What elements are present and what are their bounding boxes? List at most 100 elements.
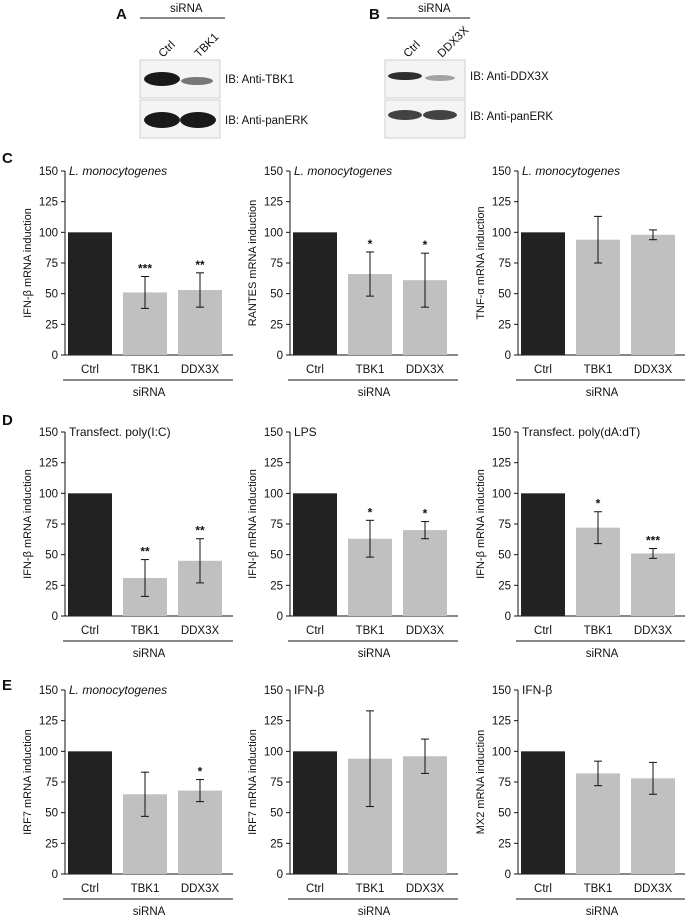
y-tick-label: 75 — [45, 777, 58, 789]
group-label: siRNA — [358, 387, 391, 399]
category-label: Ctrl — [81, 364, 99, 376]
blot-a-header: siRNA — [170, 3, 203, 15]
y-tick-label: 50 — [498, 808, 511, 820]
y-tick-label: 25 — [45, 838, 58, 850]
y-tick-label: 150 — [264, 427, 283, 439]
group-label: siRNA — [133, 387, 166, 399]
group-label: siRNA — [133, 906, 166, 916]
y-tick-label: 25 — [498, 580, 511, 592]
y-tick-label: 75 — [45, 519, 58, 531]
significance-mark: ** — [140, 545, 150, 559]
y-tick-label: 25 — [270, 580, 283, 592]
y-tick-label: 100 — [264, 488, 283, 500]
y-tick-label: 125 — [492, 716, 511, 728]
y-tick-label: 0 — [52, 869, 58, 881]
y-tick-label: 0 — [277, 350, 283, 362]
y-tick-label: 75 — [270, 777, 283, 789]
y-tick-label: 100 — [264, 227, 283, 239]
blot-a-row-2-label: IB: Anti-panERK — [225, 115, 308, 127]
y-tick-label: 75 — [270, 258, 283, 270]
y-tick-label: 125 — [264, 716, 283, 728]
y-axis-label: TNF-α mRNA induction — [475, 206, 487, 319]
blot-a-row-1-label: IB: Anti-TBK1 — [225, 74, 294, 86]
y-tick-label: 100 — [39, 488, 58, 500]
category-label: DDX3X — [181, 364, 220, 376]
bar-ddx3x — [403, 756, 447, 874]
y-tick-label: 75 — [45, 258, 58, 270]
y-tick-label: 125 — [39, 197, 58, 209]
category-label: DDX3X — [406, 625, 445, 637]
bar-ctrl — [68, 232, 112, 355]
group-label: siRNA — [586, 387, 619, 399]
chart-title: IFN-β — [294, 683, 324, 697]
chart-1: 0 25 50 75 100 125 150 IFN-β mRNA induction L. m… — [22, 164, 233, 399]
western-blots: A siRNA Ctrl TBK1 IB: Anti-TBK1 IB: Anti… — [116, 3, 553, 139]
y-tick-label: 25 — [498, 838, 511, 850]
panel-label-d: D — [2, 412, 13, 429]
category-label: DDX3X — [406, 364, 445, 376]
y-tick-label: 150 — [39, 166, 58, 178]
significance-mark: *** — [138, 261, 152, 275]
category-label: Ctrl — [81, 883, 99, 895]
blot-b-band — [425, 75, 455, 81]
y-tick-label: 150 — [264, 685, 283, 697]
category-label: Ctrl — [306, 883, 324, 895]
blot-a-band — [144, 112, 180, 128]
y-tick-label: 150 — [39, 685, 58, 697]
blot-a-band — [181, 77, 213, 85]
bar-ctrl — [293, 751, 337, 874]
significance-mark: * — [368, 237, 373, 251]
y-tick-label: 125 — [492, 197, 511, 209]
y-tick-label: 125 — [39, 458, 58, 470]
y-tick-label: 50 — [45, 289, 58, 301]
bar-ctrl — [68, 751, 112, 874]
y-tick-label: 150 — [492, 166, 511, 178]
significance-mark: * — [423, 507, 428, 521]
y-tick-label: 125 — [264, 197, 283, 209]
significance-mark: ** — [195, 524, 205, 538]
blot-b-band — [388, 110, 422, 120]
significance-mark: ** — [195, 258, 205, 272]
blot-b-band — [423, 110, 457, 120]
y-axis-label: IFN-β mRNA induction — [247, 469, 259, 579]
panel-label-b: B — [369, 6, 380, 23]
y-tick-label: 0 — [505, 350, 511, 362]
chart-title: IFN-β — [522, 683, 552, 697]
bar-charts: 0 25 50 75 100 125 150 IFN-β mRNA induction L. m… — [22, 164, 685, 916]
category-label: DDX3X — [634, 625, 673, 637]
y-tick-label: 50 — [45, 808, 58, 820]
category-label: TBK1 — [356, 883, 385, 895]
blot-a-lane-tbk1: TBK1 — [193, 31, 222, 60]
y-axis-label: IFN-β mRNA induction — [22, 208, 34, 318]
bar-ctrl — [521, 751, 565, 874]
bar-ddx3x — [631, 234, 675, 355]
y-tick-label: 25 — [45, 319, 58, 331]
chart-7: 0 25 50 75 100 125 150 IRF7 mRNA induction L. mo… — [22, 683, 233, 916]
bar-ctrl — [521, 232, 565, 355]
category-label: DDX3X — [406, 883, 445, 895]
row-labels: C D E — [2, 150, 13, 694]
category-label: Ctrl — [81, 625, 99, 637]
y-tick-label: 50 — [270, 550, 283, 562]
category-label: DDX3X — [634, 364, 673, 376]
group-label: siRNA — [358, 906, 391, 916]
group-label: siRNA — [133, 648, 166, 660]
significance-mark: * — [198, 765, 203, 779]
y-tick-label: 75 — [498, 258, 511, 270]
y-tick-label: 100 — [39, 227, 58, 239]
y-tick-label: 100 — [492, 227, 511, 239]
blot-b-row-2-label: IB: Anti-panERK — [470, 111, 553, 123]
y-tick-label: 125 — [492, 458, 511, 470]
y-tick-label: 50 — [270, 808, 283, 820]
blot-b-row-1-label: IB: Anti-DDX3X — [470, 71, 549, 83]
y-tick-label: 150 — [39, 427, 58, 439]
y-tick-label: 0 — [505, 611, 511, 623]
y-tick-label: 25 — [45, 580, 58, 592]
chart-5: 0 25 50 75 100 125 150 IFN-β mRNA induction LPS C… — [247, 425, 458, 660]
blot-a-band — [180, 112, 216, 128]
y-axis-label: RANTES mRNA induction — [247, 200, 259, 327]
y-axis-label: IFN-β mRNA induction — [475, 469, 487, 579]
category-label: Ctrl — [306, 364, 324, 376]
chart-title: Transfect. poly(I:C) — [69, 425, 171, 439]
